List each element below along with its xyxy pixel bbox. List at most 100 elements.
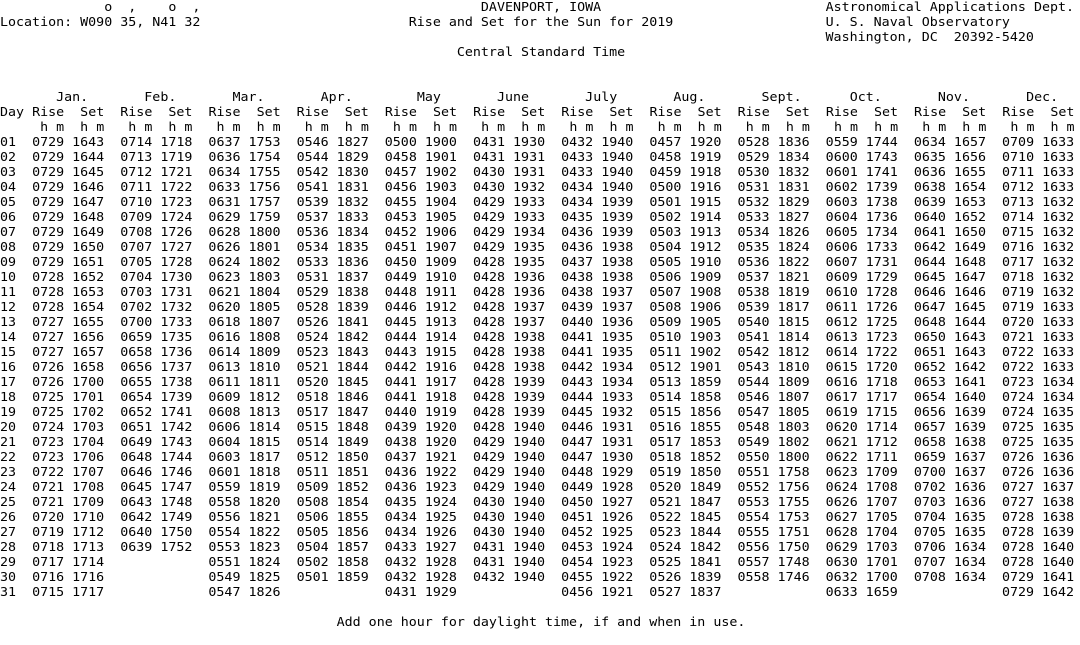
rise-set-cell: 0501 1915 bbox=[649, 195, 722, 209]
day-number: 04 bbox=[0, 180, 17, 194]
rise-set-cell: 0459 1918 bbox=[649, 165, 722, 179]
rise-set-cell: 0433 1940 bbox=[561, 165, 634, 179]
rise-set-cell: 0428 1935 bbox=[472, 255, 546, 269]
rise-set-cell: 0446 1912 bbox=[384, 300, 457, 314]
rise-set-cell: 0542 1812 bbox=[737, 345, 810, 359]
rise-set-cell: 0442 1934 bbox=[561, 360, 634, 374]
rise-set-cell: 0535 1824 bbox=[737, 240, 810, 254]
rise-set-cell: 0623 1709 bbox=[825, 465, 898, 479]
hm-label: h m bbox=[833, 120, 859, 134]
day-number: 16 bbox=[0, 360, 17, 374]
day-number: 08 bbox=[0, 240, 17, 254]
rise-set-cell: 0729 1650 bbox=[32, 240, 105, 254]
set-label: Set bbox=[609, 105, 634, 119]
hm-label: h m bbox=[962, 120, 987, 134]
rise-set-cell: 0709 1633 bbox=[1002, 135, 1075, 149]
rise-label: Rise bbox=[649, 105, 682, 119]
rise-set-cell: 0515 1856 bbox=[649, 405, 722, 419]
rise-set-cell: 0722 1633 bbox=[1002, 360, 1075, 374]
rise-set-cell: 0700 1637 bbox=[913, 465, 986, 479]
day-number: 10 bbox=[0, 270, 17, 284]
set-label: Set bbox=[256, 105, 281, 119]
rise-set-cell: 0715 1717 bbox=[32, 585, 105, 599]
daylight-note: Add one hour for daylight time, if and w… bbox=[336, 615, 746, 629]
rise-set-cell: 0715 1632 bbox=[1002, 225, 1075, 239]
rise-set-cell: 0712 1721 bbox=[120, 165, 193, 179]
month-4: Apr. bbox=[320, 90, 353, 104]
rise-set-cell: 0614 1722 bbox=[825, 345, 898, 359]
rise-set-cell: 0648 1744 bbox=[120, 450, 193, 464]
rise-set-cell: 0438 1937 bbox=[561, 285, 634, 299]
rise-set-cell: 0646 1646 bbox=[913, 285, 986, 299]
rise-set-cell: 0726 1658 bbox=[32, 360, 105, 374]
rise-label: Rise bbox=[914, 105, 947, 119]
rise-set-cell: 0724 1703 bbox=[32, 420, 105, 434]
rise-set-cell: 0707 1634 bbox=[913, 555, 986, 569]
rise-set-cell: 0452 1906 bbox=[384, 225, 457, 239]
rise-set-cell: 0704 1635 bbox=[913, 510, 986, 524]
rise-set-cell: 0505 1856 bbox=[296, 525, 369, 539]
hm-label: h m bbox=[216, 120, 241, 134]
rise-set-cell: 0710 1633 bbox=[1002, 150, 1075, 164]
rise-set-cell: 0529 1838 bbox=[296, 285, 369, 299]
rise-set-cell: 0642 1649 bbox=[913, 240, 986, 254]
month-7: July bbox=[585, 90, 618, 104]
rise-set-cell: 0700 1733 bbox=[120, 315, 193, 329]
month-9: Sept. bbox=[761, 90, 802, 104]
rise-set-cell: 0652 1642 bbox=[913, 360, 986, 374]
rise-set-cell: 0729 1643 bbox=[32, 135, 105, 149]
rise-set-cell: 0458 1901 bbox=[384, 150, 457, 164]
hm-label: h m bbox=[874, 120, 899, 134]
rise-set-cell: 0434 1939 bbox=[561, 195, 634, 209]
rise-set-cell: 0635 1656 bbox=[913, 150, 986, 164]
rise-set-cell: 0645 1747 bbox=[120, 480, 193, 494]
rise-set-cell: 0453 1905 bbox=[384, 210, 457, 224]
rise-set-cell: 0729 1651 bbox=[32, 255, 105, 269]
rise-set-cell: 0547 1805 bbox=[737, 405, 810, 419]
rise-set-cell: 0555 1751 bbox=[737, 525, 810, 539]
rise-set-cell: 0446 1931 bbox=[561, 420, 634, 434]
rise-set-cell: 0447 1931 bbox=[561, 435, 634, 449]
rise-set-cell: 0725 1702 bbox=[32, 405, 105, 419]
rise-label: Rise bbox=[120, 105, 153, 119]
rise-set-cell: 0728 1640 bbox=[1002, 540, 1075, 554]
rise-set-cell: 0542 1830 bbox=[296, 165, 369, 179]
rise-set-cell: 0451 1907 bbox=[384, 240, 457, 254]
rise-set-cell: 0601 1818 bbox=[208, 465, 281, 479]
rise-set-cell: 0623 1803 bbox=[208, 270, 281, 284]
rise-set-cell: 0729 1642 bbox=[1001, 585, 1075, 599]
rise-set-cell: 0456 1921 bbox=[561, 585, 634, 599]
day-number: 06 bbox=[0, 210, 17, 224]
day-number: 07 bbox=[0, 225, 17, 239]
rise-set-cell: 0634 1755 bbox=[208, 165, 281, 179]
rise-set-cell: 0721 1633 bbox=[1002, 330, 1075, 344]
rise-set-cell: 0429 1940 bbox=[472, 480, 546, 494]
rise-set-cell: 0453 1924 bbox=[561, 540, 634, 554]
rise-set-cell: 0604 1736 bbox=[825, 210, 898, 224]
rise-set-cell: 0526 1839 bbox=[649, 570, 722, 584]
rise-set-cell: 0718 1713 bbox=[32, 540, 105, 554]
rise-set-cell: 0620 1805 bbox=[208, 300, 281, 314]
day-number: 13 bbox=[0, 315, 17, 329]
rise-set-cell: 0530 1832 bbox=[737, 165, 810, 179]
rise-set-cell: 0434 1940 bbox=[561, 180, 634, 194]
rise-set-cell: 0727 1638 bbox=[1002, 495, 1075, 509]
rise-set-cell: 0703 1731 bbox=[120, 285, 193, 299]
rise-set-cell: 0455 1904 bbox=[384, 195, 457, 209]
rise-set-cell: 0503 1913 bbox=[649, 225, 722, 239]
rise-set-cell: 0546 1807 bbox=[737, 390, 810, 404]
day-number: 12 bbox=[0, 300, 17, 314]
set-label: Set bbox=[521, 105, 546, 119]
day-number: 05 bbox=[0, 195, 17, 209]
hm-label: h m bbox=[433, 120, 458, 134]
rise-set-cell: 0611 1811 bbox=[208, 375, 281, 389]
rise-set-cell: 0428 1939 bbox=[472, 405, 546, 419]
rise-set-cell: 0719 1632 bbox=[1002, 285, 1075, 299]
rise-set-cell: 0507 1908 bbox=[649, 285, 722, 299]
set-label: Set bbox=[344, 105, 369, 119]
rise-set-cell: 0431 1931 bbox=[472, 150, 546, 164]
rise-set-cell: 0642 1749 bbox=[120, 510, 193, 524]
rise-set-cell: 0523 1844 bbox=[649, 525, 722, 539]
hm-label: h m bbox=[304, 120, 329, 134]
rise-set-cell: 0611 1726 bbox=[825, 300, 898, 314]
